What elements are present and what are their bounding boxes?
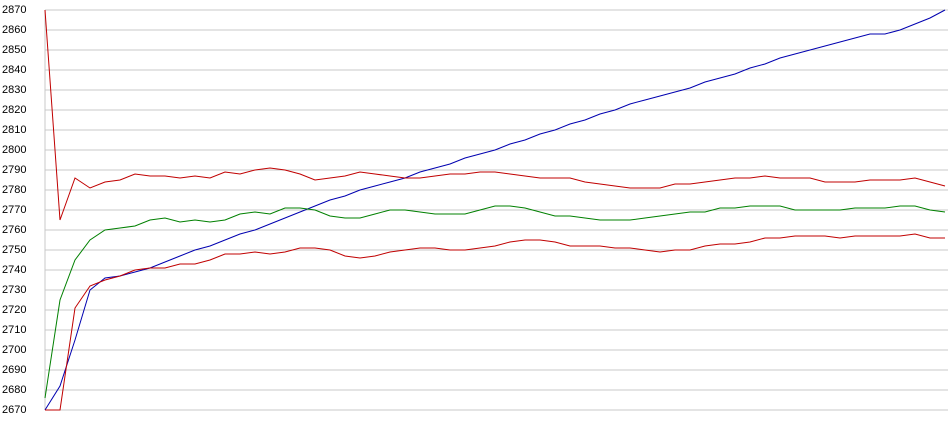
line-series (45, 233, 945, 411)
y-tick-label: 2770 (2, 204, 26, 216)
y-tick-label: 2790 (2, 164, 26, 176)
y-tick-label: 2690 (2, 364, 26, 376)
line-series (44, 9, 946, 411)
y-tick-label: 2670 (2, 404, 26, 416)
y-tick-label: 2780 (2, 184, 26, 196)
y-tick-label: 2700 (2, 344, 26, 356)
y-tick-label: 2860 (2, 24, 26, 36)
y-tick-label: 2870 (2, 4, 26, 16)
y-tick-label: 2800 (2, 144, 26, 156)
y-tick-label: 2810 (2, 124, 26, 136)
y-tick-label: 2850 (2, 44, 26, 56)
y-tick-label: 2680 (2, 384, 26, 396)
y-tick-label: 2820 (2, 104, 26, 116)
y-tick-label: 2710 (2, 324, 26, 336)
y-tick-label: 2750 (2, 244, 26, 256)
y-tick-label: 2830 (2, 84, 26, 96)
y-tick-label: 2760 (2, 224, 26, 236)
y-tick-label: 2730 (2, 284, 26, 296)
line-series (44, 205, 946, 399)
y-tick-label: 2720 (2, 304, 26, 316)
y-tick-label: 2840 (2, 64, 26, 76)
line-series (44, 9, 946, 221)
y-tick-label: 2740 (2, 264, 26, 276)
